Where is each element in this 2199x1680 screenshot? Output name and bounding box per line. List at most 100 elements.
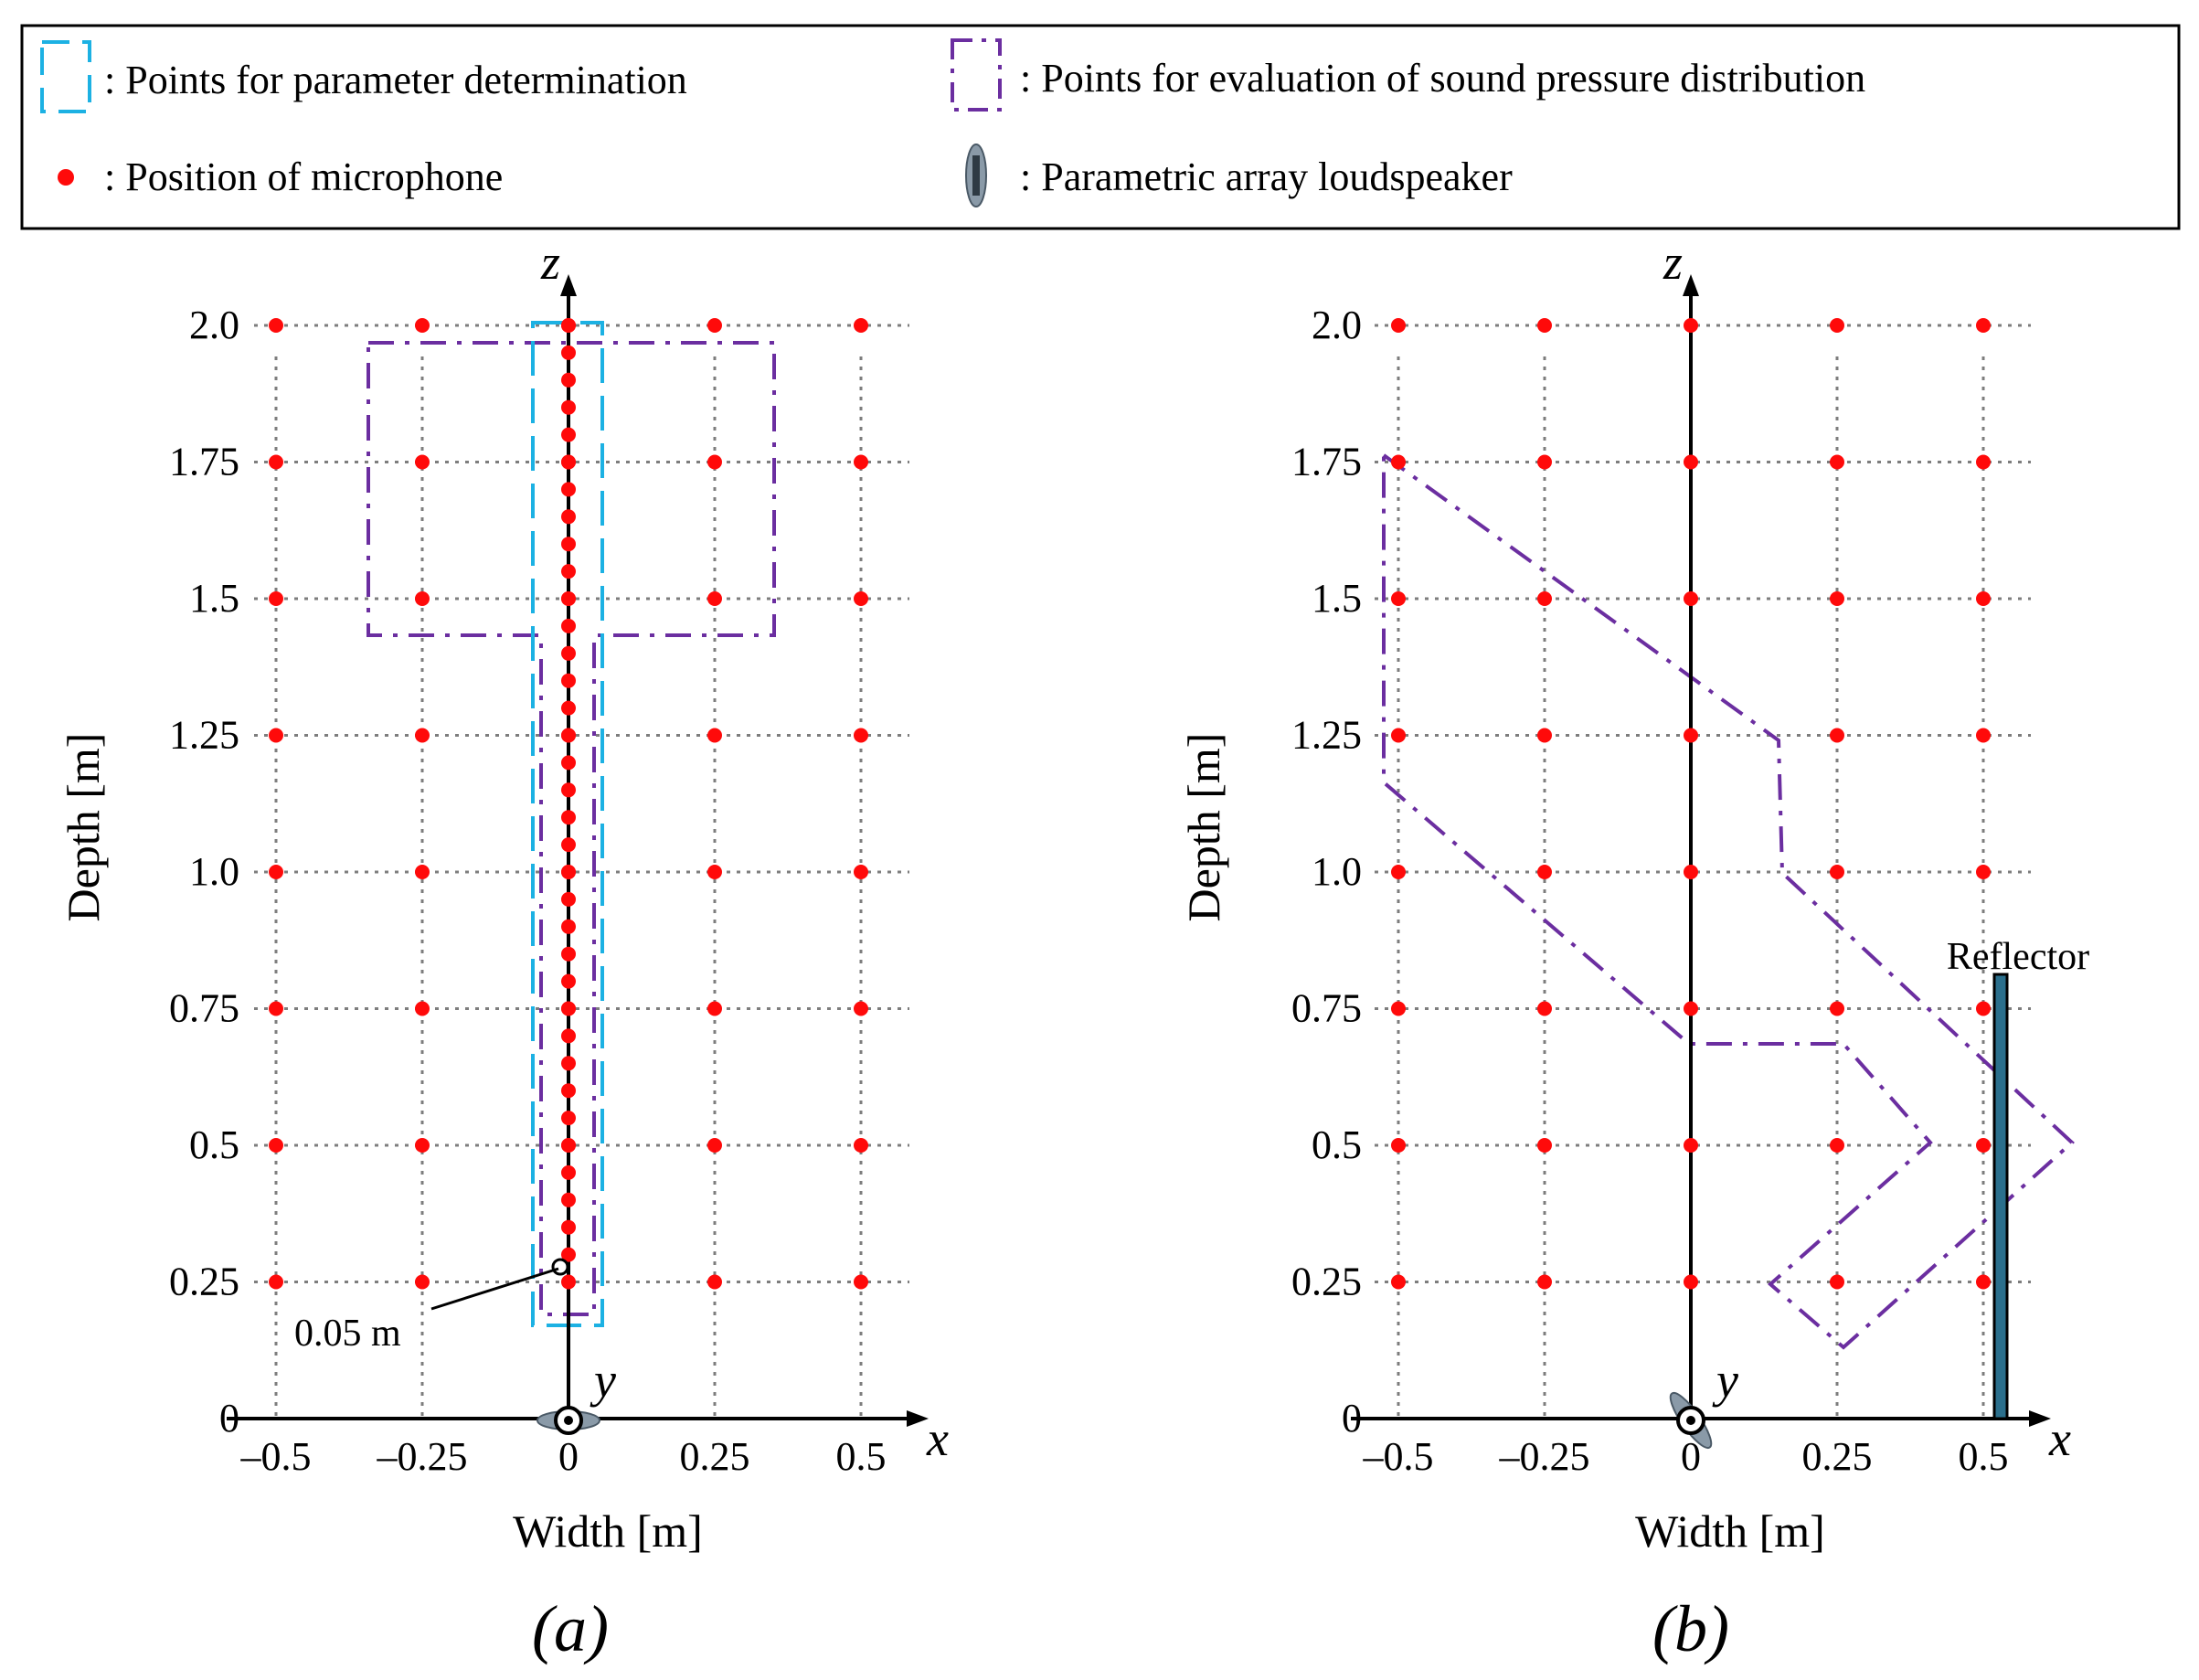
microphone-point	[561, 482, 576, 497]
microphone-point	[415, 1001, 430, 1016]
microphone-point	[561, 509, 576, 525]
microphone-point	[561, 1247, 576, 1262]
microphone-point	[561, 1001, 576, 1016]
microphone-point	[1830, 728, 1844, 743]
grid-b	[1375, 324, 2031, 1419]
microphone-point	[1391, 454, 1406, 470]
loudspeaker-icon	[965, 144, 987, 207]
microphone-point	[854, 454, 868, 470]
microphone-point	[1684, 1274, 1698, 1290]
x-tick-label: 0.5	[1959, 1434, 2009, 1479]
microphone-point	[1391, 728, 1406, 743]
spacing-marker	[551, 1258, 569, 1276]
microphone-point	[561, 673, 576, 688]
microphone-point	[1537, 454, 1552, 470]
microphone-point	[1537, 591, 1552, 606]
microphone-point	[1537, 1001, 1552, 1016]
x-axis-label-b: x	[2048, 1411, 2071, 1466]
microphone-point	[561, 919, 576, 934]
microphone-point	[561, 782, 576, 798]
microphone-point	[854, 1274, 868, 1290]
reflector	[1992, 973, 2009, 1420]
eval-region-a	[366, 341, 776, 1316]
microphone-point	[1976, 1274, 1991, 1290]
microphone-point	[1976, 1138, 1991, 1153]
microphone-point	[1830, 1138, 1844, 1153]
microphone-point	[561, 1083, 576, 1099]
microphone-point	[415, 318, 430, 333]
y-axis-label-a: y	[590, 1353, 616, 1408]
microphone-point	[707, 1138, 722, 1153]
spacing-annotation: 0.05 m	[294, 1313, 401, 1355]
microphone-point	[561, 700, 576, 716]
y-tick-label: 1.75	[1291, 440, 1362, 484]
microphone-point	[1684, 318, 1698, 333]
eval-region-icon	[951, 38, 1002, 112]
microphone-point	[561, 891, 576, 907]
microphone-point	[1684, 1001, 1698, 1016]
microphone-point	[707, 1001, 722, 1016]
microphone-point	[1830, 1001, 1844, 1016]
x-tick-label: 0	[1681, 1434, 1701, 1479]
microphone-point	[1830, 865, 1844, 879]
microphone-point	[1830, 1274, 1844, 1290]
microphone-point	[561, 1138, 576, 1153]
microphone-point	[854, 1138, 868, 1153]
microphone-point	[854, 591, 868, 606]
microphone-icon	[58, 169, 74, 186]
microphone-point	[1391, 591, 1406, 606]
microphone-point	[561, 537, 576, 552]
x-tick-label: 0.25	[680, 1434, 750, 1479]
y-tick-label: 0.75	[169, 986, 239, 1031]
y-axis-label-b: y	[1712, 1353, 1738, 1408]
microphone-point	[1684, 454, 1698, 470]
z-axis-arrow-b	[1683, 274, 1699, 296]
microphone-point	[1684, 865, 1698, 879]
microphone-point	[561, 973, 576, 989]
microphone-point	[1391, 1138, 1406, 1153]
microphone-point	[1976, 318, 1991, 333]
legend-loudspeaker-text: : Parametric array loudspeaker	[1020, 154, 1513, 199]
y-tick-label: 1.75	[169, 440, 239, 484]
microphone-point	[269, 1138, 283, 1153]
y-ticks-b: 2.0 1.75 1.5 1.25 1.0 0.75 0.5 0.25 0	[1291, 303, 1362, 1441]
x-axis-arrow-b	[2029, 1410, 2051, 1427]
x-axis-label-a: x	[926, 1411, 949, 1466]
microphone-point	[1830, 454, 1844, 470]
x-tick-label: –0.25	[1499, 1434, 1590, 1479]
microphone-point	[561, 318, 576, 333]
y-tick-label: 0.5	[189, 1122, 239, 1167]
microphone-point	[561, 837, 576, 853]
annotation-leader	[430, 1267, 559, 1311]
x-tick-label: 0.25	[1802, 1434, 1873, 1479]
legend-eval-text: : Points for evaluation of sound pressur…	[1020, 56, 1865, 101]
microphone-point	[561, 1219, 576, 1235]
microphone-point	[1684, 728, 1698, 743]
eval-region-b	[1382, 452, 2075, 1350]
microphone-point	[561, 755, 576, 771]
legend: : Points for parameter determination : P…	[20, 24, 2181, 230]
panel-a: 0.05 m z y x –0.5 –0.25 0 0.25 0.5 2.0 1.75 1.…	[58, 235, 949, 1665]
microphone-point	[1537, 728, 1552, 743]
microphone-point	[854, 865, 868, 879]
y-title-a: Depth [m]	[58, 733, 109, 922]
y-title-b: Depth [m]	[1178, 733, 1229, 922]
microphone-point	[1684, 1138, 1698, 1153]
y-tick-label: 2.0	[189, 303, 239, 347]
microphone-point	[561, 1111, 576, 1126]
microphone-point	[1391, 1001, 1406, 1016]
x-ticks-a: –0.5 –0.25 0 0.25 0.5	[240, 1434, 887, 1479]
microphone-point	[561, 345, 576, 360]
x-tick-label: 0	[558, 1434, 579, 1479]
microphone-point	[561, 865, 576, 879]
microphone-point	[1537, 865, 1552, 879]
microphone-point	[1684, 591, 1698, 606]
microphone-point	[561, 1028, 576, 1044]
microphone-point	[854, 728, 868, 743]
panel-b: Reflector z y x –0.5 –0.25 0 0.25 0.5 2.0 1.7…	[1178, 235, 2089, 1665]
microphone-point	[269, 318, 283, 333]
y-tick-label: 1.5	[189, 576, 239, 621]
microphone-point	[1976, 1001, 1991, 1016]
y-tick-label: 0	[219, 1396, 239, 1441]
z-axis-label-b: z	[1663, 235, 1683, 290]
